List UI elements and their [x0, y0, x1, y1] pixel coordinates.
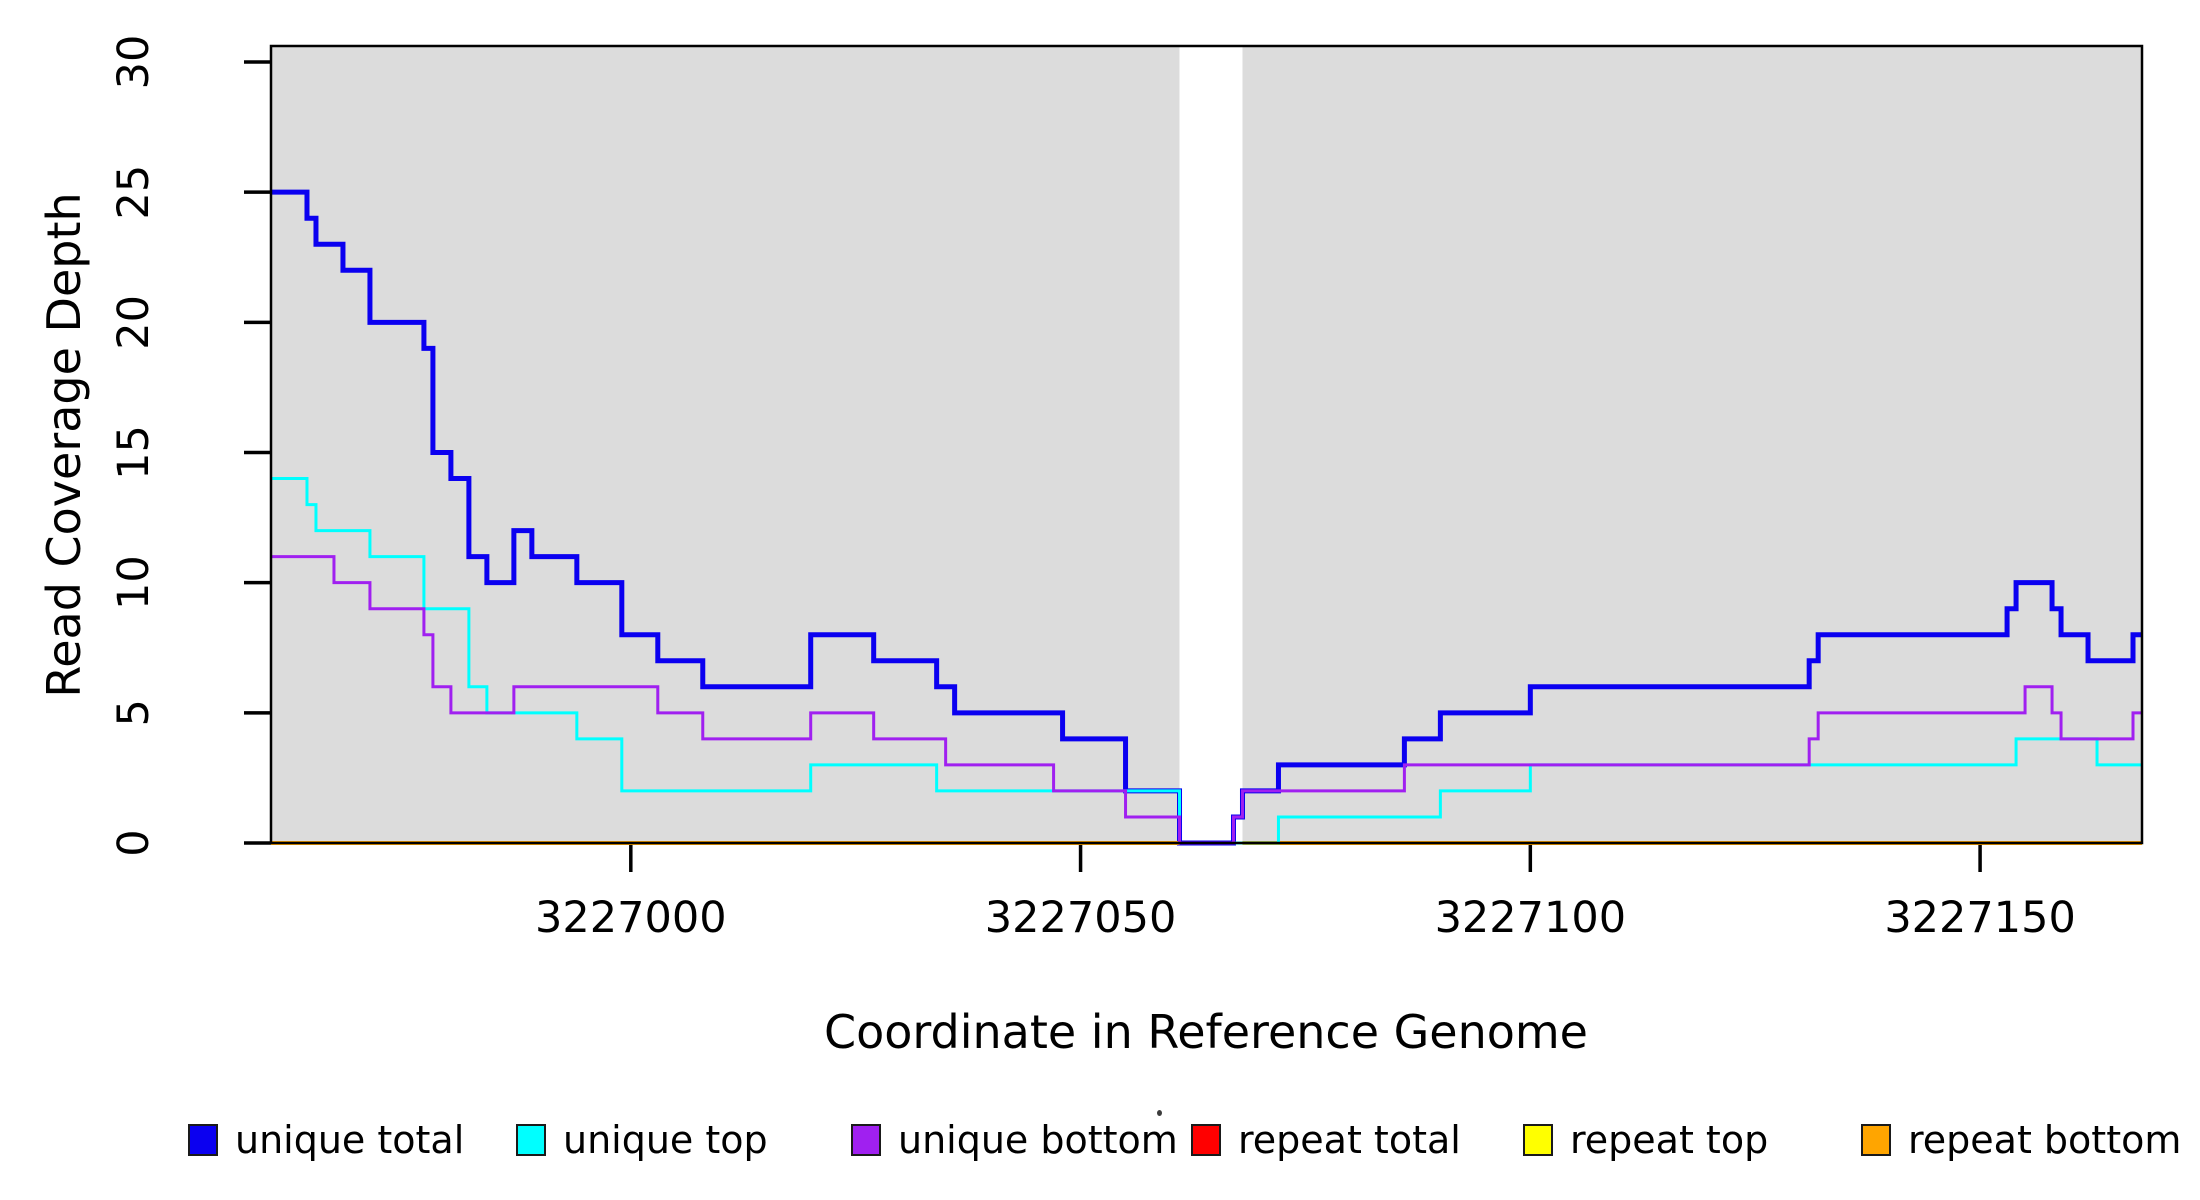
legend-swatch-unique-total	[188, 1124, 218, 1156]
legend-swatch-unique-bottom	[851, 1124, 881, 1156]
legend-label: unique bottom	[898, 1118, 1178, 1162]
y-tick-label: 10	[109, 555, 159, 610]
series-line-unique-top	[271, 477, 2142, 845]
x-tick-label: 3227000	[535, 893, 727, 943]
legend-item-repeat-top: repeat top	[1523, 1118, 1769, 1162]
y-tick-label: 0	[109, 829, 159, 856]
plot-border	[269, 44, 2144, 845]
y-tick-label: 30	[109, 35, 159, 90]
legend-label: unique top	[563, 1118, 768, 1162]
coverage-gap-band	[1179, 46, 1243, 843]
y-tick-label: 20	[109, 295, 159, 350]
x-tick-label: 3227100	[1435, 893, 1627, 943]
legend-swatch-repeat-total	[1191, 1124, 1221, 1156]
x-axis-title: Coordinate in Reference Genome	[824, 1005, 1588, 1059]
legend-item-unique-total: unique total	[188, 1118, 465, 1162]
legend-swatch-repeat-top	[1523, 1124, 1553, 1156]
series-line-unique-total	[271, 189, 2142, 846]
legend-item-unique-top: unique top	[516, 1118, 768, 1162]
y-tick-label: 5	[109, 699, 159, 726]
legend-label: unique total	[235, 1118, 465, 1162]
legend-swatch-repeat-bottom	[1861, 1124, 1891, 1156]
plot-generated-layer: 0 5 10 15 20 25 30 3227000 3227050 3227100 3227150	[109, 35, 2144, 943]
legend-label: repeat bottom	[1908, 1118, 2182, 1162]
y-tick-label: 15	[109, 425, 159, 480]
legend-item-repeat-bottom: repeat bottom	[1861, 1118, 2182, 1162]
series-line-unique-bottom	[271, 555, 2142, 845]
legend-item-repeat-total: repeat total	[1191, 1118, 1461, 1162]
legend-label: repeat total	[1238, 1118, 1461, 1162]
x-tick-label: 3227050	[985, 893, 1177, 943]
y-axis-title: Read Coverage Depth	[37, 192, 91, 697]
x-tick-label: 3227150	[1884, 893, 2076, 943]
y-tick-label: 25	[109, 165, 159, 220]
legend-item-unique-bottom: unique bottom	[851, 1118, 1178, 1162]
legend-label: repeat top	[1570, 1118, 1769, 1162]
legend-artifact-dot	[1157, 1110, 1162, 1116]
legend-swatch-unique-top	[516, 1124, 546, 1156]
